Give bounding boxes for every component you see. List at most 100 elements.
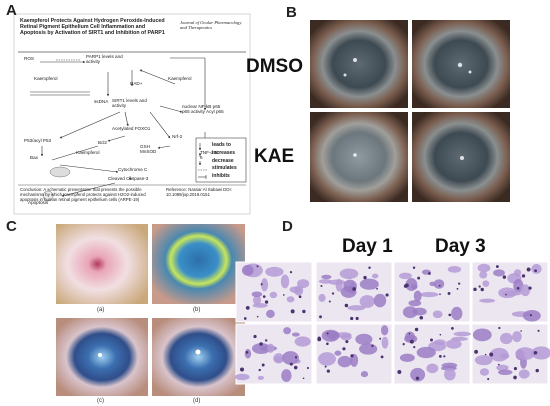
diagram-node: nuclear NF-kB p65 p65 activity Acyl p65 (182, 104, 224, 115)
cell (441, 362, 458, 369)
cell (373, 293, 387, 308)
cell (518, 369, 530, 379)
legend-entry: inhibits (212, 173, 230, 180)
cell (282, 351, 299, 365)
cell (359, 295, 375, 308)
cell (380, 325, 389, 336)
nucleus (516, 286, 520, 290)
panel-label: A (6, 2, 17, 19)
nucleus (256, 315, 259, 318)
cell (266, 343, 275, 353)
nucleus (344, 303, 349, 308)
cell (499, 353, 510, 359)
nucleus (385, 293, 389, 297)
nucleus (290, 309, 295, 314)
nucleus (355, 316, 359, 321)
reference: Reference: Nassar Al Sabawi DOI: 10.1089… (166, 187, 232, 197)
nucleus (480, 287, 484, 292)
diagram-node: Nrf-2 (172, 134, 183, 139)
cell (347, 305, 366, 311)
nucleus (260, 283, 263, 286)
cell (257, 375, 264, 381)
nucleus (409, 339, 414, 344)
diagram-node: GSH MnSOD (140, 144, 157, 155)
nucleus (253, 334, 257, 339)
eye-photo (152, 224, 245, 304)
cell (499, 332, 513, 345)
nucleus (413, 345, 416, 349)
cell (433, 279, 445, 289)
cell (493, 269, 505, 277)
nucleus (404, 283, 409, 288)
nucleus (397, 370, 402, 374)
cell (531, 346, 550, 360)
mitochondrion-icon (49, 166, 71, 178)
eye-photo (152, 318, 245, 396)
diagram-node: Apoptosis (28, 200, 49, 205)
cell (451, 306, 463, 321)
cell (318, 352, 336, 366)
nucleus (317, 337, 322, 342)
cell (334, 350, 342, 356)
diagram-node: SIRT1 levels and activity (112, 98, 147, 109)
reflection (195, 349, 201, 355)
nucleus (306, 367, 309, 370)
micrographs (234, 261, 550, 385)
nucleus (376, 287, 378, 290)
cell (251, 291, 263, 298)
nucleus (487, 377, 490, 381)
nucleus (528, 286, 532, 290)
cell (426, 363, 439, 374)
nucleus (324, 365, 327, 368)
nucleus (478, 285, 481, 288)
cell (479, 368, 490, 376)
nucleus (526, 267, 531, 272)
nucleus (261, 363, 265, 367)
cell (512, 331, 522, 343)
nucleus (430, 338, 433, 342)
nucleus (498, 326, 501, 330)
reflection (98, 353, 102, 357)
nucleus (371, 344, 374, 348)
nucleus (502, 275, 507, 279)
column-label: Day 1 (342, 236, 393, 257)
legend-entry: leads to (212, 142, 231, 148)
cell (321, 274, 332, 280)
nucleus (513, 375, 517, 380)
cell (411, 284, 418, 290)
cell (419, 292, 439, 298)
cell (359, 278, 379, 290)
panel-label: C (6, 218, 17, 235)
nucleus (264, 339, 268, 342)
cell (474, 355, 493, 366)
nucleus (350, 354, 354, 358)
nucleus (497, 363, 500, 366)
cell (472, 328, 492, 342)
journal-name: Journal of Ocular Pharmacology and Thera… (180, 20, 242, 31)
nucleus (438, 284, 441, 287)
nucleus (294, 356, 298, 359)
cell (444, 368, 456, 381)
eye-photo (310, 20, 408, 108)
cell (479, 298, 496, 303)
nucleus (451, 326, 454, 330)
diagram-node: Kaempferol (76, 150, 100, 155)
cell (433, 339, 446, 346)
panel-label: D (282, 218, 293, 235)
column-label: Day 3 (435, 236, 486, 257)
nucleus (529, 314, 532, 317)
cell (404, 331, 416, 342)
nucleus (513, 367, 517, 371)
nucleus (326, 342, 329, 346)
cell (252, 295, 262, 306)
nucleus (438, 355, 442, 358)
cell (281, 369, 292, 382)
reflections (343, 58, 472, 160)
cell (482, 280, 490, 287)
eye-photo (310, 112, 408, 202)
nucleus (326, 332, 329, 335)
cell (447, 265, 462, 273)
nucleus (412, 266, 416, 269)
nucleus (415, 376, 420, 381)
